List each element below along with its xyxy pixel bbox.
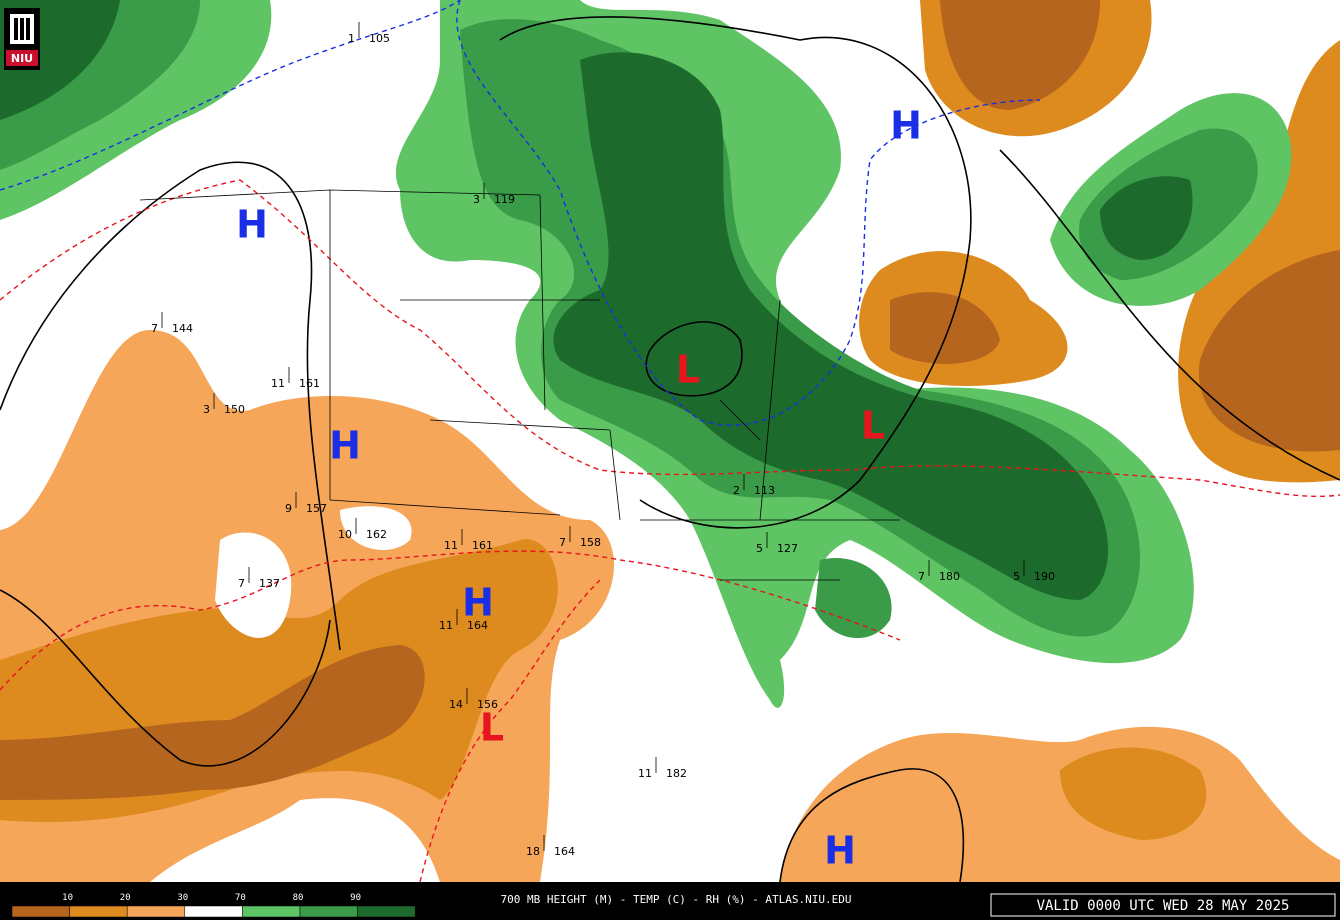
legend-label: 20 [120, 893, 131, 903]
legend-swatch [357, 905, 416, 918]
legend-swatch [11, 905, 70, 918]
map-fill [0, 0, 1340, 882]
legend-label: 90 [350, 893, 361, 903]
legend: 10 20 30 70 80 90 [11, 893, 416, 918]
station-height: 105 [369, 32, 390, 45]
station-height: 156 [477, 698, 498, 711]
legend-swatch [299, 905, 358, 918]
station-temp: 7 [559, 536, 566, 549]
station-temp: 14 [449, 698, 463, 711]
station-height: 127 [777, 542, 798, 555]
station-temp: 11 [444, 539, 458, 552]
legend-swatch [184, 905, 243, 918]
station-height: 190 [1034, 570, 1055, 583]
station-height: 162 [366, 528, 387, 541]
station-temp: 3 [473, 193, 480, 206]
pressure-center-label: H [890, 104, 922, 148]
station-temp: 18 [526, 845, 540, 858]
pressure-center-label: L [676, 348, 700, 392]
station-temp: 3 [203, 403, 210, 416]
logo: NIU [4, 8, 40, 70]
station-height: 113 [754, 484, 775, 497]
legend-swatch [242, 905, 301, 918]
legend-label: 10 [62, 893, 73, 903]
pressure-center-label: L [861, 404, 885, 448]
station-temp: 7 [151, 322, 158, 335]
station-plots: 1 105 7 144 11 161 3 150 9 157 10 162 11 161 7 137 11 164… [151, 22, 1055, 858]
station-height: 164 [467, 619, 488, 632]
station-temp: 2 [733, 484, 740, 497]
pressure-center-label: H [824, 829, 856, 873]
pressure-center-label: H [462, 581, 494, 625]
station-height: 150 [224, 403, 245, 416]
station-height: 137 [259, 577, 280, 590]
station-height: 161 [472, 539, 493, 552]
station-height: 182 [666, 767, 687, 780]
legend-label: 80 [293, 893, 304, 903]
station-temp: 10 [338, 528, 352, 541]
footer-title: 700 MB HEIGHT (M) - TEMP (C) - RH (%) - … [501, 893, 852, 906]
station-height: 144 [172, 322, 193, 335]
station-temp: 7 [918, 570, 925, 583]
logo-text: NIU [11, 52, 33, 65]
station-temp: 11 [439, 619, 453, 632]
station-height: 158 [580, 536, 601, 549]
station-height: 161 [299, 377, 320, 390]
legend-swatch [69, 905, 128, 918]
station-height: 157 [306, 502, 327, 515]
legend-label: 30 [177, 893, 188, 903]
contours [0, 0, 1340, 883]
station-height: 164 [554, 845, 575, 858]
station-temp: 5 [1013, 570, 1020, 583]
station-height: 119 [494, 193, 515, 206]
legend-label: 70 [235, 893, 246, 903]
station-temp: 9 [285, 502, 292, 515]
station-temp: 1 [348, 32, 355, 45]
station-height: 180 [939, 570, 960, 583]
valid-time: VALID 0000 UTC WED 28 MAY 2025 [1037, 898, 1290, 914]
pressure-center-label: H [329, 424, 361, 468]
station-temp: 11 [271, 377, 285, 390]
station-temp: 7 [238, 577, 245, 590]
pressure-center-label: L [480, 706, 504, 750]
footer-bar: 10 20 30 70 80 90 700 MB HEIGHT (M) - TEMP (C… [0, 882, 1340, 920]
station-temp: 11 [638, 767, 652, 780]
legend-swatch [126, 905, 186, 918]
station-temp: 5 [756, 542, 763, 555]
pressure-center-label: H [236, 203, 268, 247]
pressure-centers: H H H H H L L L [236, 104, 922, 873]
